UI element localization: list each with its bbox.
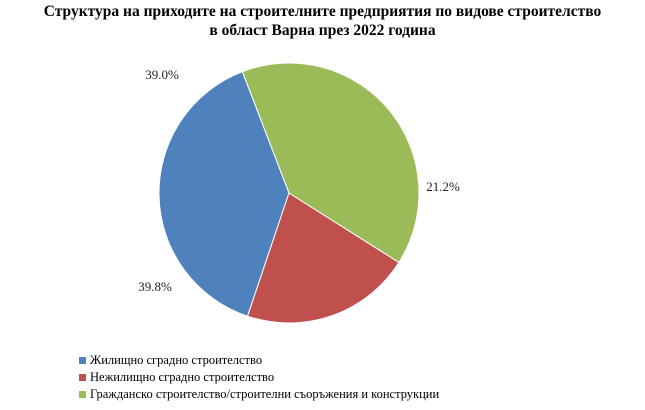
pie-slice-non-residential xyxy=(246,192,400,324)
legend-label-non-residential: Нежилищно сградно строителство xyxy=(90,370,275,384)
chart-title-line-1: Структура на приходите на строителните п… xyxy=(43,3,602,20)
data-label-non-residential: 21.2% xyxy=(426,179,460,194)
chart-title-line-2: в област Варна през 2022 година xyxy=(209,22,436,39)
legend-swatch-civil-engineering xyxy=(79,391,86,398)
chart-title: Структура на приходите на строителните п… xyxy=(0,2,645,40)
data-label-civil-engineering: 39.8% xyxy=(138,279,172,294)
legend-item-non-residential: Нежилищно сградно строителство xyxy=(79,369,439,386)
pie-slice-residential xyxy=(158,70,290,317)
legend-item-residential: Жилищно сградно строителство xyxy=(79,352,439,369)
legend: Жилищно сградно строителство Нежилищно с… xyxy=(79,352,439,403)
pie-slice-civil-engineering xyxy=(241,62,420,264)
data-label-residential: 39.0% xyxy=(145,67,179,82)
legend-label-civil-engineering: Гражданско строителство/строителни съоръ… xyxy=(90,387,440,401)
legend-swatch-residential xyxy=(79,357,86,364)
legend-swatch-non-residential xyxy=(79,374,86,381)
legend-item-civil-engineering: Гражданско строителство/строителни съоръ… xyxy=(79,386,439,403)
legend-label-residential: Жилищно сградно строителство xyxy=(90,353,263,367)
